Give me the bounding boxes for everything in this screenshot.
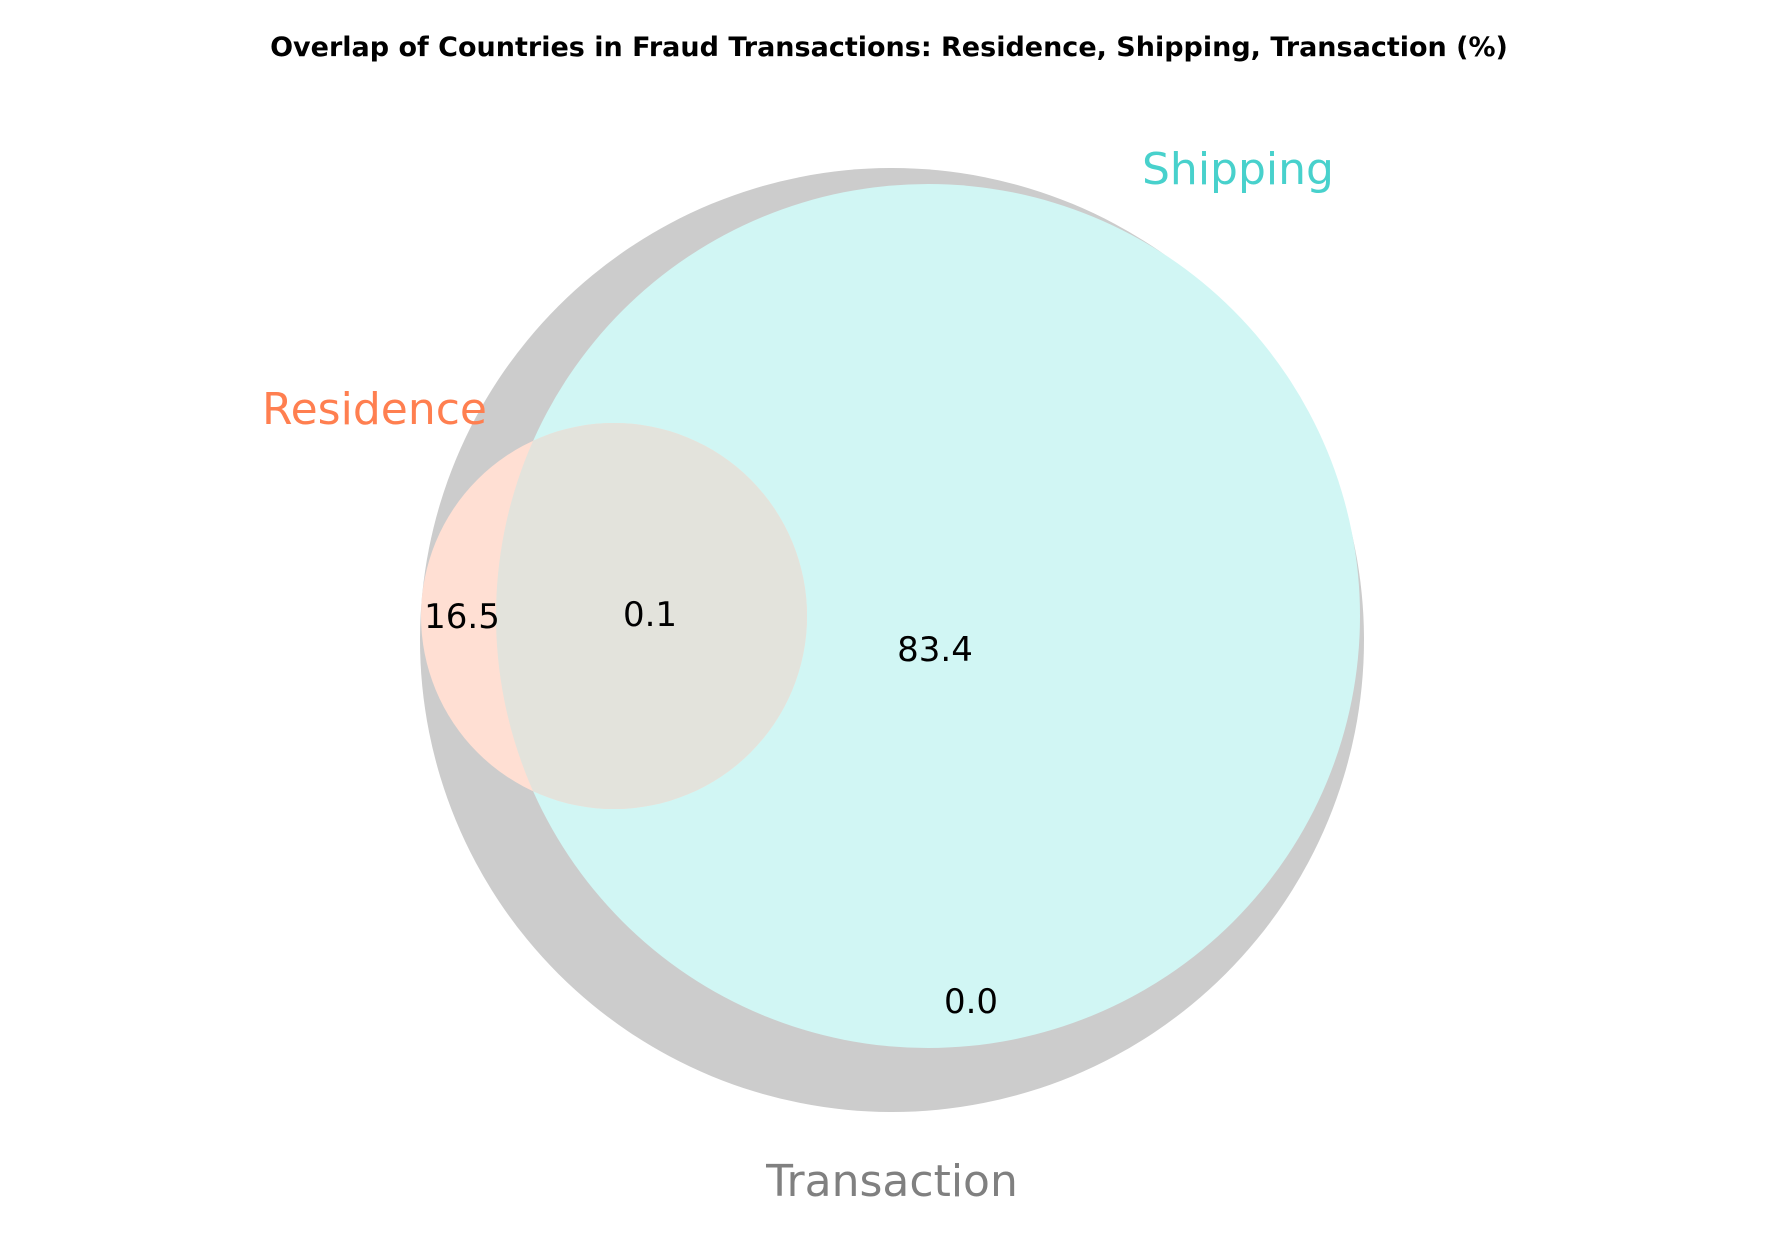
region-label-shipping-only: 83.4	[897, 630, 973, 670]
chart-title: Overlap of Countries in Fraud Transactio…	[270, 32, 1508, 63]
region-label-shipping-transaction: 0.0	[944, 982, 998, 1022]
residence-shipping-overlap	[496, 423, 807, 809]
region-label-residence-shipping: 0.1	[623, 595, 677, 635]
set-label-transaction: Transaction	[765, 1156, 1018, 1207]
set-label-shipping: Shipping	[1142, 144, 1334, 195]
region-label-residence-only: 16.5	[424, 597, 500, 637]
shipping-circle	[496, 184, 1360, 1048]
set-label-residence: Residence	[262, 384, 487, 435]
